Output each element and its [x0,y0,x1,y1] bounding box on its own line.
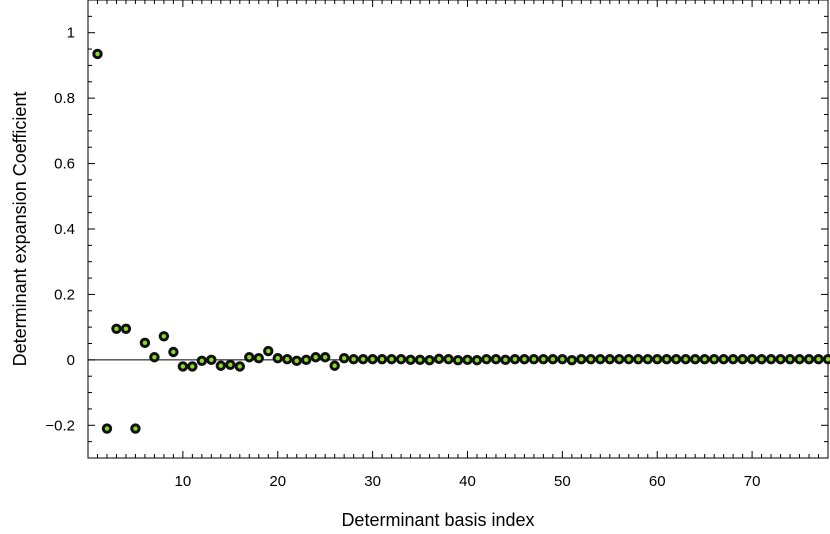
x-axis-title: Determinant basis index [341,510,534,530]
data-point-highlight [427,357,432,363]
data-point-highlight [247,355,252,360]
x-tick-label: 10 [175,473,192,490]
data-point-highlight [171,349,176,355]
data-point-highlight [446,357,451,362]
data-point-highlight [455,357,461,363]
data-point-highlight [674,357,679,362]
data-point-highlight [778,357,783,362]
data-point-highlight [304,357,309,363]
data-point-highlight [199,358,205,364]
y-tick-label: 0.2 [54,286,75,303]
data-point-highlight [209,357,214,363]
data-points [92,48,830,434]
data-point-highlight [806,357,812,362]
data-point-highlight [256,356,261,361]
data-point-highlight [332,363,337,368]
data-point-highlight [237,364,242,369]
data-point-highlight [531,357,537,362]
data-point-highlight [95,51,100,57]
data-point-highlight [474,357,480,363]
x-tick-label: 60 [649,473,666,490]
data-point-highlight [161,334,167,339]
data-point-highlight [683,357,688,362]
data-point-highlight [341,356,347,361]
data-point-highlight [275,356,280,361]
data-point-highlight [598,357,603,362]
data-point-highlight [664,357,669,362]
x-tick-label: 50 [554,473,571,490]
data-point-highlight [797,357,802,362]
data-point-highlight [702,357,707,362]
y-tick-label: 0 [67,352,75,369]
data-point-highlight [522,357,527,362]
y-tick-label: 0.8 [54,90,75,107]
data-point-highlight [730,357,736,362]
data-point-highlight [825,357,830,362]
x-tick-label: 70 [744,473,761,490]
data-point-highlight [266,348,271,354]
data-point-highlight [569,357,575,363]
data-point-highlight [816,357,821,362]
x-tick-label: 30 [364,473,381,490]
data-point-highlight [389,357,394,362]
data-point-highlight [114,326,119,331]
data-point-highlight [645,357,650,362]
data-point-highlight [417,357,423,363]
data-point-highlight [218,363,224,368]
data-point-highlight [360,357,366,362]
data-point-highlight [493,357,499,362]
data-point-highlight [228,362,233,367]
data-point-highlight [285,357,290,362]
data-point-highlight [607,357,612,362]
data-point-highlight [579,357,584,362]
data-point-highlight [436,356,442,362]
data-point-highlight [190,364,195,369]
data-point-highlight [692,357,698,362]
data-point-highlight [322,355,328,360]
y-tick-label: 1 [67,25,75,42]
data-point-highlight [398,357,404,362]
data-point-highlight [133,426,138,431]
data-point-highlight [351,357,356,362]
data-point-highlight [749,357,755,362]
data-point-highlight [711,357,717,362]
x-tick-label: 40 [459,473,476,490]
data-point-highlight [588,357,594,362]
data-point-highlight [370,357,375,362]
data-point-highlight [408,357,413,363]
data-point-highlight [541,357,546,362]
data-point-highlight [636,357,641,362]
y-axis-title: Determinant expansion Coefficient [10,92,30,367]
data-point-highlight [152,355,157,360]
data-point-highlight [787,357,793,362]
data-point-highlight [379,357,385,362]
data-point-highlight [721,357,726,362]
data-point-highlight [142,340,148,346]
data-point-highlight [655,357,660,362]
y-axis-ticks: −0.2 0 0.2 0.4 0.6 0.8 1 [45,0,828,459]
data-point-highlight [626,357,631,362]
data-point-highlight [484,357,489,362]
y-tick-label: −0.2 [45,417,75,434]
data-point-highlight [503,357,508,363]
y-tick-label: 0.4 [54,221,75,238]
data-point-highlight [550,357,556,362]
data-point-highlight [313,355,318,360]
data-point-highlight [180,364,186,369]
data-point-highlight [104,426,110,431]
data-point-highlight [512,357,518,362]
y-tick-label: 0.6 [54,156,75,173]
data-point-highlight [759,357,764,362]
x-tick-label: 20 [269,473,286,490]
data-point-highlight [465,357,470,363]
data-point-highlight [294,358,299,364]
data-point-highlight [740,357,745,362]
data-point-highlight [617,357,622,362]
plot-frame [87,0,829,459]
data-point-highlight [560,357,565,362]
data-point-highlight [768,357,774,362]
data-point-highlight [123,326,129,331]
x-axis-ticks: 10 20 30 40 50 60 70 [96,0,829,490]
